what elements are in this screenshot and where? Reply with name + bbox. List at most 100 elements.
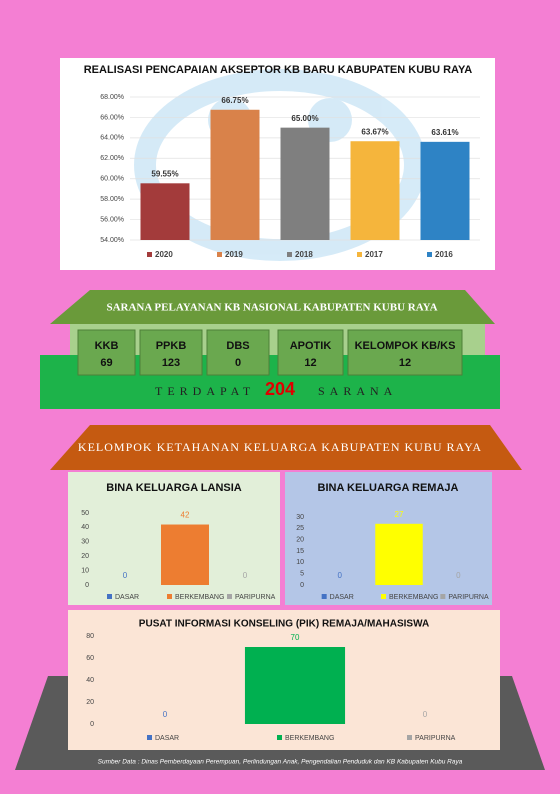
chart-title: REALISASI PENCAPAIAN AKSEPTOR KB BARU KA… [84, 64, 473, 76]
sarana-footer-left: TERDAPAT [155, 384, 255, 398]
chart-title: PUSAT INFORMASI KONSELING (PIK) REMAJA/M… [139, 619, 429, 630]
chart-title: BINA KELUARGA LANSIA [106, 482, 242, 494]
sarana-total: 204 [265, 379, 295, 399]
sarana-box [347, 329, 463, 376]
legend-label: PARIPURNA [235, 594, 276, 601]
y-tick-label: 60.00% [100, 176, 124, 183]
sarana-box [206, 329, 270, 376]
y-tick-label: 0 [90, 721, 94, 728]
sarana-footer-right: SARANA [318, 384, 397, 398]
sarana-label: DBS [226, 340, 249, 352]
bar [244, 647, 346, 724]
chart-title: BINA KELUARGA REMAJA [318, 482, 459, 494]
value-label: 0 [456, 571, 461, 580]
value-label: 65.00% [291, 114, 318, 123]
sarana-boxes: KKB 69 PPKB 123 DBS 0 APOTIK 12 KELOMPOK KB/KS 12 [77, 329, 463, 376]
y-tick-label: 25 [296, 525, 304, 532]
sarana-label: KKB [95, 340, 119, 352]
y-tick-label: 5 [300, 571, 304, 578]
bar [161, 524, 209, 585]
y-tick-label: 0 [300, 582, 304, 589]
legend-swatch [427, 252, 432, 257]
legend-swatch [321, 594, 327, 599]
bar [280, 127, 330, 240]
legend-swatch [287, 252, 292, 257]
y-tick-label: 66.00% [100, 114, 124, 121]
y-tick-label: 56.00% [100, 216, 124, 223]
legend-label: BERKEMBANG [285, 735, 334, 742]
legend-label: BERKEMBANG [175, 594, 224, 601]
sarana-box [277, 329, 344, 376]
y-tick-label: 30 [81, 539, 89, 546]
legend-swatch [277, 735, 282, 740]
bar [420, 141, 470, 240]
value-label: 70 [291, 633, 300, 642]
legend-swatch [107, 594, 112, 599]
value-label: 0 [123, 571, 128, 580]
value-label: 63.67% [361, 127, 388, 136]
legend-label: 2019 [225, 250, 243, 259]
y-tick-label: 40 [86, 677, 94, 684]
legend-swatch [147, 252, 152, 257]
y-tick-label: 64.00% [100, 135, 124, 142]
sarana-roof [50, 290, 495, 324]
legend-label: BERKEMBANG [389, 594, 438, 601]
sarana-box [77, 329, 136, 376]
value-label: 63.61% [431, 128, 458, 137]
legend-swatch [227, 594, 232, 599]
legend-swatch [381, 594, 386, 599]
sarana-value: 0 [235, 357, 241, 369]
legend-label: DASAR [155, 735, 179, 742]
legend-swatch [357, 252, 362, 257]
y-tick-label: 20 [296, 537, 304, 544]
legend-swatch [167, 594, 172, 599]
legend-swatch [217, 252, 222, 257]
y-tick-label: 10 [81, 567, 89, 574]
ketahanan-title: KELOMPOK KETAHANAN KELUARGA KABUPATEN KU… [78, 440, 482, 454]
sarana-value: 123 [162, 357, 180, 369]
bar [375, 523, 423, 585]
y-tick-label: 30 [296, 514, 304, 521]
legend-swatch [147, 735, 152, 740]
sarana-title: SARANA PELAYANAN KB NASIONAL KABUPATEN K… [106, 302, 437, 314]
y-tick-label: 15 [296, 548, 304, 555]
y-tick-label: 58.00% [100, 196, 124, 203]
y-tick-label: 50 [81, 510, 89, 517]
sarana-value: 69 [100, 357, 112, 369]
charts: REALISASI PENCAPAIAN AKSEPTOR KB BARU KA… [81, 64, 489, 742]
value-label: 59.55% [151, 169, 178, 178]
ketahanan-roof [50, 425, 522, 470]
bar [350, 141, 400, 240]
y-tick-label: 20 [86, 699, 94, 706]
y-tick-label: 20 [81, 553, 89, 560]
legend-label: DASAR [115, 594, 139, 601]
y-tick-label: 54.00% [100, 237, 124, 244]
bar [140, 183, 190, 240]
legend-label: 2020 [155, 250, 173, 259]
value-label: 42 [181, 511, 190, 520]
sarana-value: 12 [399, 357, 411, 369]
y-tick-label: 0 [85, 582, 89, 589]
legend-label: PARIPURNA [448, 594, 489, 601]
legend-label: PARIPURNA [415, 735, 456, 742]
legend-label: 2018 [295, 250, 313, 259]
legend-label: 2017 [365, 250, 383, 259]
value-label: 0 [243, 571, 248, 580]
y-tick-label: 62.00% [100, 155, 124, 162]
y-tick-label: 10 [296, 559, 304, 566]
value-label: 27 [395, 510, 404, 519]
legend-label: DASAR [330, 594, 354, 601]
sarana-label: APOTIK [290, 340, 332, 352]
y-tick-label: 40 [81, 524, 89, 531]
legend-label: 2016 [435, 250, 453, 259]
value-label: 0 [337, 571, 342, 580]
value-label: 0 [423, 710, 428, 719]
bar [210, 109, 260, 241]
y-tick-label: 80 [86, 633, 94, 640]
y-tick-label: 60 [86, 655, 94, 662]
source: Sumber Data : Dinas Pemberdayaan Perempu… [98, 759, 463, 766]
sarana-box [139, 329, 203, 376]
value-label: 66.75% [221, 96, 248, 105]
sarana-value: 12 [304, 357, 316, 369]
